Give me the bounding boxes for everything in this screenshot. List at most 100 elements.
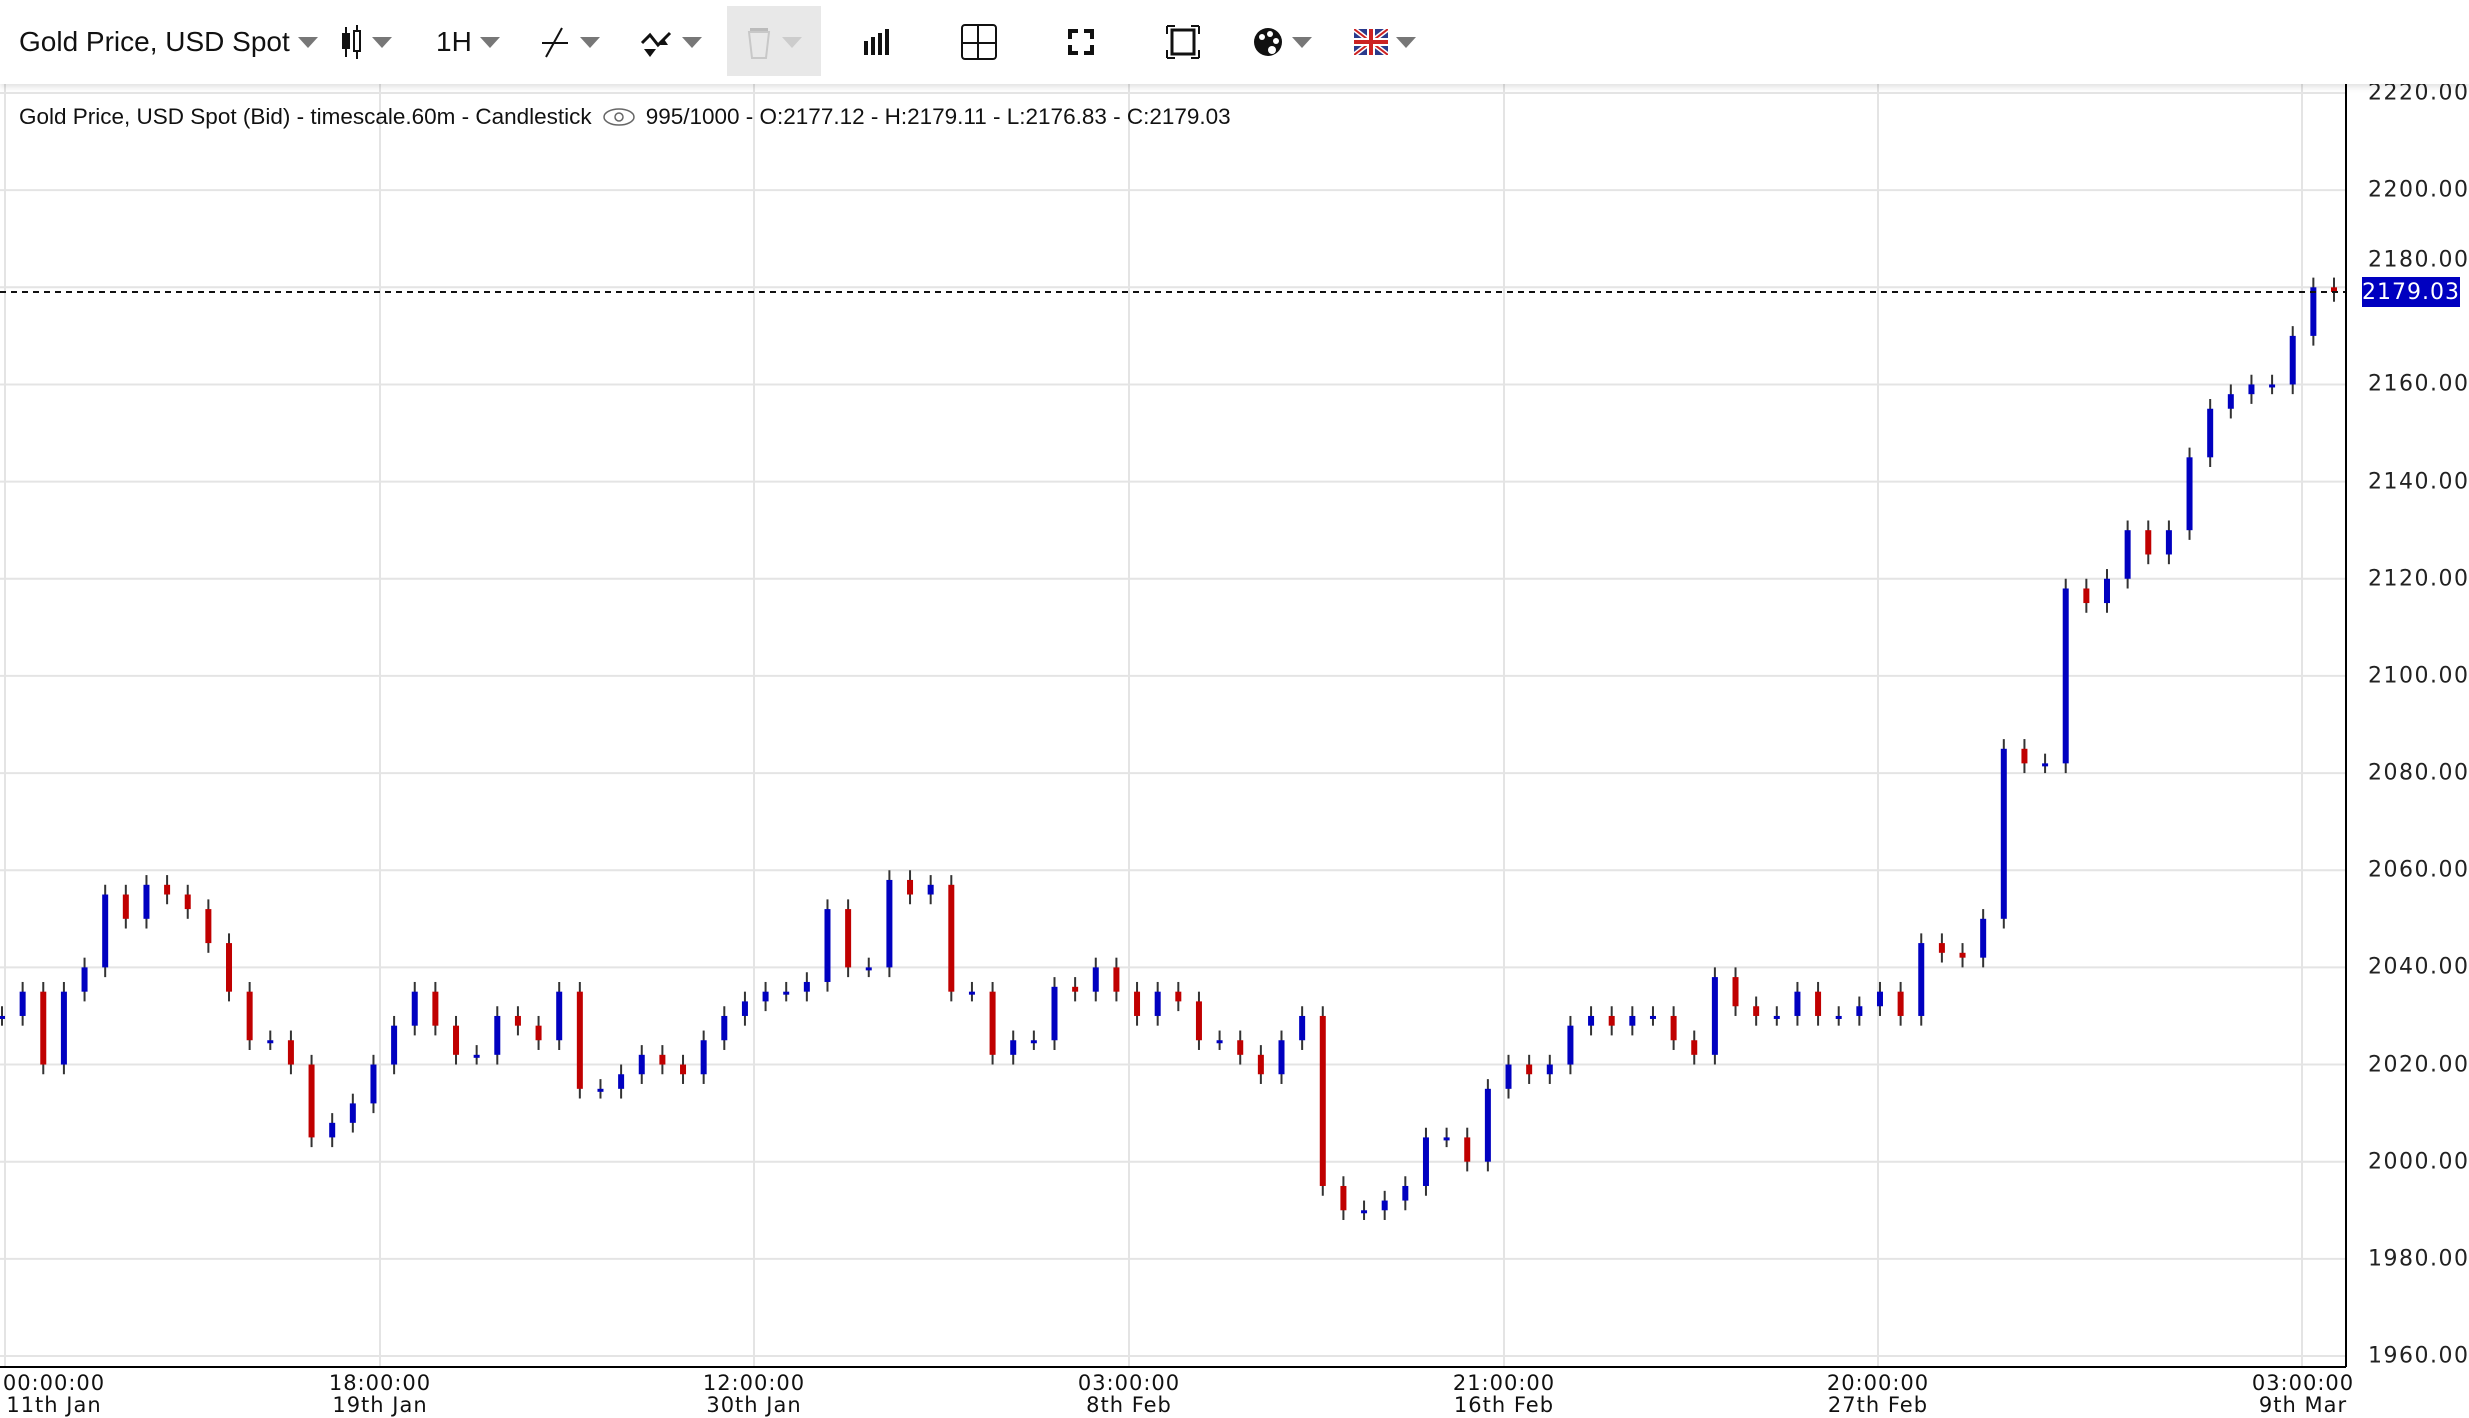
instrument-selector[interactable]: Gold Price, USD Spot <box>19 0 318 84</box>
candle-body <box>1546 1064 1553 1075</box>
x-tick-label: 21:00:00 16th Feb <box>1453 1372 1555 1416</box>
candle-body <box>411 991 418 1026</box>
candle-body <box>0 1015 5 1019</box>
uk-flag-icon <box>1354 29 1388 55</box>
theme-button[interactable] <box>1252 0 1312 84</box>
candle-body <box>1711 977 1718 1055</box>
candle-body <box>1051 986 1058 1041</box>
candle-body <box>618 1074 625 1089</box>
candle-body <box>1030 1040 1037 1044</box>
candle-body <box>102 894 109 968</box>
indicators-button[interactable] <box>640 0 702 84</box>
y-tick-label: 2220.00 <box>2368 80 2469 106</box>
line-draw-icon <box>542 27 568 58</box>
candle-body <box>1835 1015 1842 1019</box>
candle-body <box>1361 1210 1368 1214</box>
fullscreen-button[interactable] <box>1066 0 1096 84</box>
candle-body <box>535 1025 542 1041</box>
chevron-down-icon <box>372 36 392 48</box>
candle-body <box>1753 1006 1760 1016</box>
crosshair-icon <box>961 24 997 60</box>
candle-body <box>1319 1015 1326 1186</box>
candle-body <box>19 991 26 1016</box>
candle-body <box>2269 384 2276 388</box>
chevron-down-icon <box>479 36 500 48</box>
candle-body <box>1608 1015 1615 1026</box>
candle-body <box>2186 457 2193 531</box>
x-tick-date: 9th Mar <box>2258 1393 2348 1417</box>
candle-body <box>432 991 439 1026</box>
candle-body <box>494 1015 501 1055</box>
y-tick-label: 2020.00 <box>2368 1052 2469 1078</box>
candle-body <box>1815 991 1822 1016</box>
instrument-name: Gold Price, USD Spot <box>19 26 290 57</box>
candle-body <box>391 1025 398 1065</box>
y-tick-label: 2000.00 <box>2368 1149 2469 1175</box>
x-tick-time: 03:00:00 <box>2251 1371 2355 1395</box>
candle-body <box>40 991 47 1065</box>
candle-body <box>205 909 212 944</box>
screenshot-button[interactable] <box>1166 0 1200 84</box>
candle-body <box>2042 763 2049 767</box>
x-tick-time: 21:00:00 <box>1452 1371 1556 1395</box>
language-button[interactable] <box>1354 0 1416 84</box>
candle-body <box>1649 1015 1656 1019</box>
y-tick-label: 2160.00 <box>2368 371 2469 397</box>
y-tick-label: 2120.00 <box>2368 566 2469 592</box>
candle-body <box>1526 1064 1533 1075</box>
x-tick-time: 12:00:00 <box>702 1371 806 1395</box>
candle-body <box>1980 918 1987 958</box>
y-tick-label: 2060.00 <box>2368 857 2469 883</box>
delete-button-content[interactable] <box>744 0 802 84</box>
candle-body <box>1464 1137 1471 1162</box>
candle-body <box>2165 530 2172 555</box>
draw-line-button[interactable] <box>538 0 600 84</box>
delete-button[interactable] <box>727 6 821 76</box>
candle-body <box>783 991 790 995</box>
chevron-down-icon <box>580 36 600 48</box>
y-tick-label: 2040.00 <box>2368 954 2469 980</box>
y-tick-label: 2200.00 <box>2368 177 2469 203</box>
frame-icon <box>1166 25 1200 59</box>
candle-body <box>1216 1040 1223 1044</box>
candle-body <box>1154 991 1161 1016</box>
candle-body <box>1402 1185 1409 1201</box>
candle-body <box>246 991 253 1041</box>
x-tick-time: 00:00:00 <box>2 1371 106 1395</box>
volume-button[interactable] <box>862 0 892 84</box>
palette-icon <box>1254 28 1282 56</box>
candle-body <box>1918 943 1925 1016</box>
candle-body <box>1443 1137 1450 1141</box>
candle-body <box>1505 1064 1512 1089</box>
candle-body <box>886 879 893 968</box>
toolbar: Gold Price, USD Spot 1H <box>0 0 2469 84</box>
crosshair-button[interactable] <box>960 0 998 84</box>
candle-body <box>1732 977 1739 1007</box>
x-tick-time: 20:00:00 <box>1826 1371 1930 1395</box>
candle-body <box>2145 530 2152 555</box>
x-tick-date: 30th Jan <box>706 1393 802 1417</box>
candle-body <box>2021 748 2028 764</box>
y-tick-label: 2180.00 <box>2368 247 2469 273</box>
candle-body <box>1876 991 1883 1007</box>
last-price-badge: 2179.03 <box>2362 277 2460 308</box>
timeframe-selector[interactable]: 1H <box>436 0 500 84</box>
candle-body <box>1670 1015 1677 1041</box>
chart-type-button[interactable] <box>338 0 392 84</box>
candle-body <box>81 967 88 992</box>
indicator-icon <box>640 31 672 57</box>
candle-body <box>1134 991 1141 1016</box>
eye-icon[interactable] <box>602 107 636 127</box>
candle-body <box>1629 1015 1636 1026</box>
candle-body <box>143 884 150 919</box>
x-tick-time: 18:00:00 <box>328 1371 432 1395</box>
price-chart[interactable] <box>0 84 2469 1418</box>
fullscreen-icon <box>1068 29 1094 55</box>
chevron-down-icon <box>1396 36 1416 48</box>
candle-body <box>329 1122 336 1138</box>
candle-body <box>60 991 67 1065</box>
candle-body <box>122 894 129 919</box>
candle-body <box>2083 588 2090 604</box>
y-tick-label: 1960.00 <box>2368 1343 2469 1369</box>
x-tick-date: 27th Feb <box>1827 1393 1929 1417</box>
